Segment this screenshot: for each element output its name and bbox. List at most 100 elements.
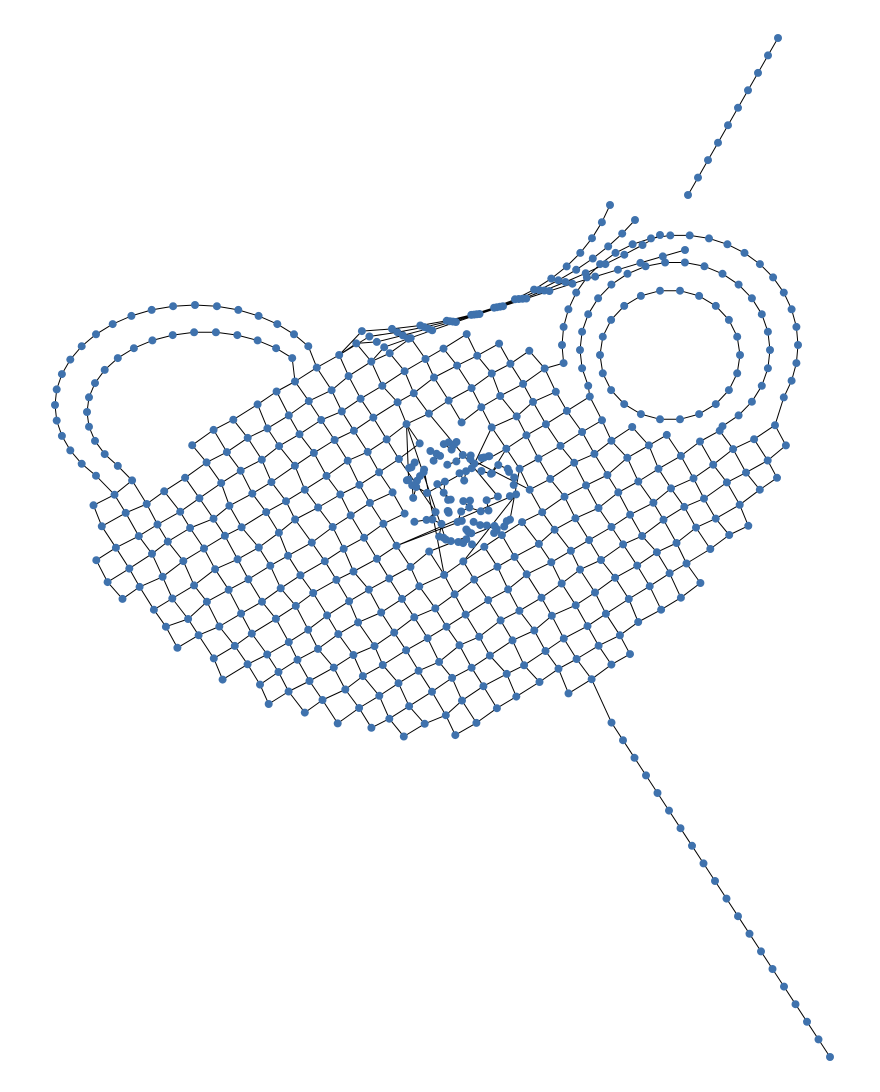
edge	[575, 507, 599, 519]
edge	[382, 649, 407, 666]
node	[487, 469, 495, 478]
node	[676, 415, 684, 424]
edge	[666, 434, 682, 457]
node	[680, 502, 689, 511]
node	[559, 322, 568, 331]
node	[714, 138, 722, 147]
edge	[326, 460, 348, 477]
node	[190, 581, 199, 590]
node	[349, 651, 358, 659]
node	[307, 538, 316, 547]
node	[596, 351, 604, 359]
node	[458, 696, 466, 705]
edge	[499, 383, 524, 397]
node	[424, 409, 433, 418]
node	[379, 519, 388, 528]
node	[696, 437, 704, 446]
edge	[167, 541, 184, 562]
node	[594, 641, 603, 650]
node	[108, 320, 117, 329]
node	[404, 334, 413, 343]
node	[375, 691, 384, 700]
edge	[316, 354, 340, 369]
edge	[614, 577, 630, 600]
edge	[598, 492, 619, 509]
node	[168, 331, 177, 340]
node	[271, 614, 280, 623]
node	[410, 613, 419, 622]
node	[472, 718, 481, 727]
node	[437, 519, 446, 528]
edge	[451, 677, 463, 701]
node	[168, 594, 177, 603]
node	[638, 241, 647, 249]
node	[184, 615, 193, 623]
node	[390, 628, 399, 637]
node	[623, 269, 632, 278]
edge	[585, 485, 599, 509]
node	[588, 234, 596, 243]
node	[459, 497, 468, 506]
edge	[607, 457, 628, 476]
node	[439, 488, 448, 497]
node	[480, 542, 489, 551]
node	[619, 736, 627, 745]
edge	[405, 650, 420, 672]
edge	[726, 482, 741, 506]
node	[667, 484, 675, 493]
node	[409, 389, 418, 398]
node	[554, 276, 563, 285]
node	[711, 514, 720, 523]
edge	[631, 426, 650, 446]
edge	[226, 437, 248, 453]
node	[134, 532, 143, 541]
node	[475, 310, 484, 318]
node	[85, 393, 93, 402]
node	[442, 622, 451, 631]
node	[77, 459, 86, 468]
edge	[501, 534, 516, 558]
node	[160, 487, 169, 496]
node	[604, 242, 613, 251]
edge	[564, 484, 587, 498]
node	[734, 280, 743, 289]
node	[428, 515, 437, 524]
node	[194, 631, 203, 640]
node	[502, 444, 511, 453]
node	[588, 254, 597, 263]
edge	[628, 585, 650, 600]
node	[212, 302, 221, 311]
edge	[275, 618, 290, 643]
edge	[629, 502, 654, 516]
node	[495, 339, 504, 348]
node	[634, 618, 643, 626]
node	[684, 191, 692, 199]
node	[718, 269, 727, 278]
node	[127, 311, 136, 320]
node	[546, 474, 555, 483]
node	[300, 485, 309, 494]
node	[103, 578, 112, 587]
node	[100, 450, 109, 459]
node	[209, 514, 218, 523]
node	[394, 679, 403, 688]
node	[658, 252, 667, 261]
edge	[712, 448, 734, 466]
node	[607, 718, 616, 727]
edge	[317, 648, 335, 668]
node	[570, 458, 579, 467]
node	[282, 497, 290, 506]
node	[304, 342, 313, 351]
node	[654, 464, 663, 473]
edge	[162, 560, 184, 578]
node	[378, 381, 387, 390]
edge	[219, 613, 242, 627]
node	[572, 288, 581, 297]
edge	[101, 512, 126, 527]
node	[290, 461, 299, 470]
edge	[240, 470, 253, 494]
node	[659, 515, 668, 524]
node	[607, 436, 616, 445]
node	[428, 687, 436, 696]
node	[369, 413, 378, 422]
